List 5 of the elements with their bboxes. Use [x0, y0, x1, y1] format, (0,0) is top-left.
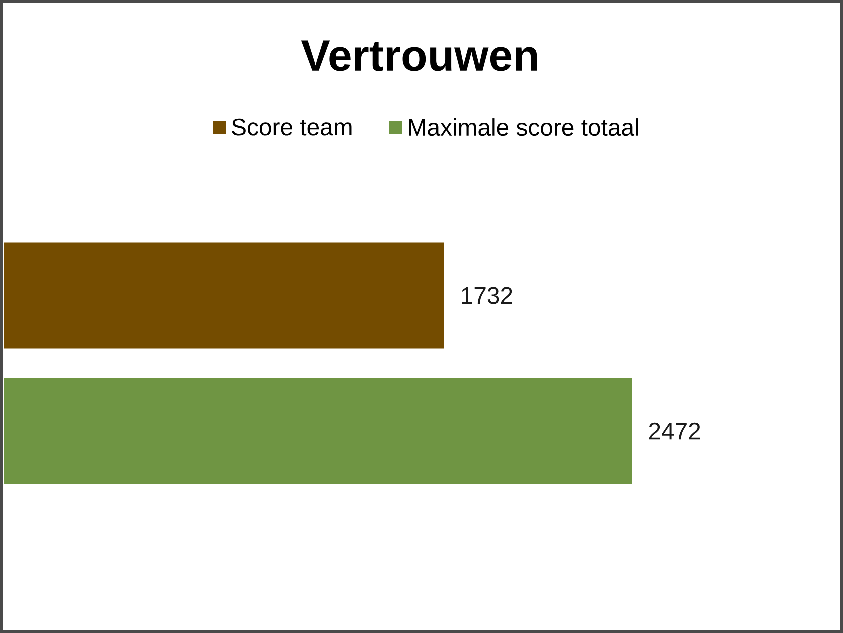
legend-label: Score team	[232, 118, 352, 136]
text: Vertrouwen	[301, 40, 538, 72]
data-label: 2472	[649, 422, 700, 440]
legend-label: Maximale score totaal	[409, 118, 638, 136]
data-label: 1732	[462, 287, 512, 304]
